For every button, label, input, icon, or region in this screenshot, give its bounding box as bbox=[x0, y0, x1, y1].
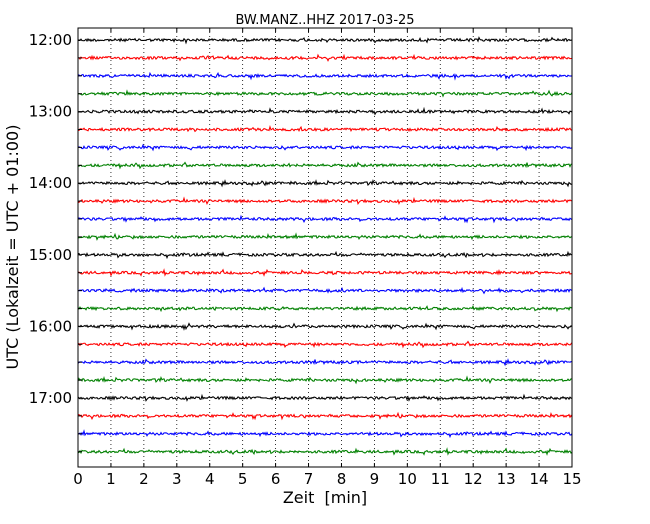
trace-1745 bbox=[77, 447, 573, 456]
trace-1430 bbox=[77, 214, 573, 224]
x-tick-label: 8 bbox=[337, 470, 347, 488]
y-tick-label: 14:00 bbox=[29, 174, 72, 192]
trace-1345 bbox=[77, 161, 573, 170]
x-tick-label: 3 bbox=[172, 470, 182, 488]
y-tick-labels: 12:00 13:00 14:00 15:00 16:00 17:00 bbox=[29, 31, 72, 407]
trace-1200 bbox=[77, 36, 573, 45]
trace-1630 bbox=[77, 358, 573, 367]
plot-frame bbox=[77, 27, 573, 468]
trace-1545 bbox=[77, 304, 573, 313]
x-tick-label: 12 bbox=[464, 470, 483, 488]
trace-1230 bbox=[77, 71, 573, 81]
x-tick-label: 1 bbox=[106, 470, 116, 488]
trace-1730 bbox=[77, 429, 573, 439]
trace-1645 bbox=[77, 375, 573, 385]
y-tick-label: 12:00 bbox=[29, 31, 72, 49]
y-tick-label: 15:00 bbox=[29, 246, 72, 264]
x-tick-label: 0 bbox=[73, 470, 83, 488]
y-axis-label: UTC (Lokalzeit = UTC + 01:00) bbox=[3, 125, 22, 370]
x-tick-label: 4 bbox=[205, 470, 215, 488]
trace-1400 bbox=[77, 179, 573, 188]
trace-1715 bbox=[77, 411, 573, 421]
x-tick-label: 9 bbox=[370, 470, 380, 488]
trace-1215 bbox=[77, 53, 573, 62]
x-axis-label: Zeit [min] bbox=[283, 488, 367, 507]
x-tick-label: 5 bbox=[238, 470, 248, 488]
trace-1615 bbox=[77, 340, 573, 349]
trace-1600 bbox=[77, 322, 573, 331]
trace-1515 bbox=[77, 268, 573, 277]
trace-1315 bbox=[77, 124, 573, 133]
x-tick-label: 2 bbox=[139, 470, 149, 488]
y-tick-label: 17:00 bbox=[29, 389, 72, 407]
trace-1300 bbox=[77, 106, 573, 116]
y-tick-label: 16:00 bbox=[29, 317, 72, 335]
axis-ticks bbox=[77, 28, 573, 467]
trace-1445 bbox=[77, 232, 573, 241]
x-tick-label: 13 bbox=[497, 470, 516, 488]
x-tick-labels: 0 1 2 3 4 5 6 7 8 9 10 11 12 13 14 15 bbox=[73, 470, 581, 488]
trace-1700 bbox=[77, 393, 573, 402]
trace-1530 bbox=[77, 286, 573, 295]
trace-1330 bbox=[77, 143, 573, 152]
y-tick-label: 13:00 bbox=[29, 103, 72, 121]
trace-1245 bbox=[77, 89, 573, 98]
chart-title: BW.MANZ..HHZ 2017-03-25 bbox=[235, 13, 414, 28]
x-tick-label: 14 bbox=[530, 470, 549, 488]
trace-1500 bbox=[77, 250, 573, 260]
x-tick-label: 7 bbox=[304, 470, 314, 488]
seismogram-traces bbox=[77, 36, 573, 456]
x-tick-label: 15 bbox=[562, 470, 581, 488]
x-tick-label: 10 bbox=[398, 470, 417, 488]
x-tick-label: 6 bbox=[271, 470, 281, 488]
trace-1415 bbox=[77, 196, 573, 206]
x-tick-label: 11 bbox=[431, 470, 450, 488]
